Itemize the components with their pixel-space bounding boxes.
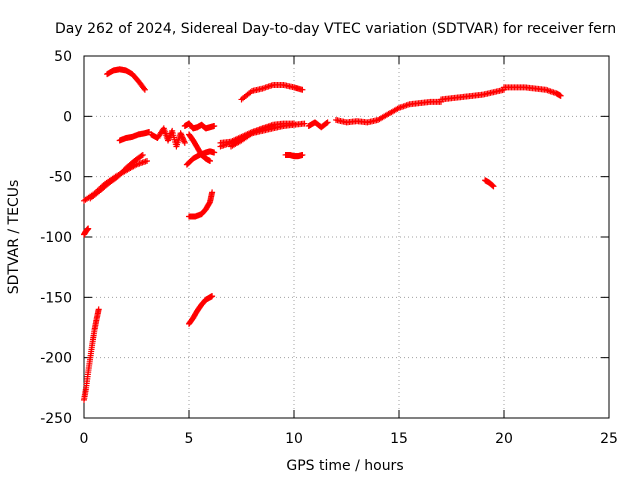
- data-point: [207, 157, 213, 164]
- data-point-interp: [141, 85, 147, 92]
- data-point: [141, 86, 148, 93]
- data-point: [299, 86, 306, 93]
- plot-frame: [83, 55, 610, 419]
- x-tick-label: 15: [390, 431, 408, 447]
- series-arc-15: [228, 120, 297, 150]
- series-arc-1: [81, 225, 92, 238]
- x-tick-label: 10: [285, 431, 303, 447]
- series-arc-18: [305, 119, 331, 131]
- y-tick-label: -200: [40, 351, 72, 367]
- y-tick-label: -250: [40, 411, 72, 427]
- chart-title: Day 262 of 2024, Sidereal Day-to-day VTE…: [55, 21, 616, 37]
- grid: [84, 56, 609, 418]
- y-tick-label: -50: [49, 170, 72, 186]
- data-point-interp: [323, 120, 330, 127]
- data-point: [139, 151, 146, 158]
- data-point: [557, 92, 564, 99]
- series-arc-20: [438, 86, 507, 103]
- series-arc-6: [116, 129, 153, 144]
- x-tick-label: 0: [80, 431, 89, 447]
- data-point: [209, 293, 216, 300]
- data-point: [291, 120, 297, 127]
- series-arc-21: [501, 84, 564, 99]
- y-tick-label: 0: [63, 109, 72, 125]
- series-arc-16: [238, 81, 306, 103]
- x-tick-label: 25: [600, 431, 618, 447]
- series-arc-5: [104, 66, 148, 93]
- y-axis-label: SDTVAR / TECUs: [6, 180, 22, 295]
- x-axis: 0 5 10 15 20 25: [80, 56, 618, 447]
- series-arc-22: [482, 177, 497, 190]
- series-arc-8: [181, 120, 218, 132]
- y-axis: -250 -200 -150 -100 -50 0 50: [40, 49, 609, 427]
- series-arc-4: [87, 151, 146, 202]
- data-point: [85, 225, 92, 232]
- series-arc-12: [186, 131, 213, 164]
- y-tick-label: 50: [54, 49, 72, 65]
- data-point: [181, 139, 188, 146]
- y-tick-label: -150: [40, 290, 72, 306]
- series-arc-19: [333, 98, 444, 126]
- data-point: [324, 119, 331, 126]
- data-points: [81, 66, 564, 403]
- x-axis-label: GPS time / hours: [286, 458, 403, 474]
- series-arc-2: [81, 306, 102, 403]
- data-point: [209, 189, 216, 196]
- data-point: [211, 122, 218, 129]
- data-point: [490, 183, 497, 190]
- series-arc-11: [186, 293, 216, 327]
- series-arc-10: [186, 189, 216, 220]
- data-point: [211, 149, 218, 156]
- data-point-interp: [138, 152, 145, 159]
- data-point: [95, 306, 102, 313]
- data-point: [301, 120, 308, 127]
- series-arc-7: [148, 125, 188, 150]
- data-point: [144, 157, 150, 164]
- x-tick-label: 20: [495, 431, 513, 447]
- x-tick-label: 5: [185, 431, 194, 447]
- y-tick-label: -100: [40, 230, 72, 246]
- series-arc-17: [282, 151, 306, 160]
- data-point: [299, 151, 306, 158]
